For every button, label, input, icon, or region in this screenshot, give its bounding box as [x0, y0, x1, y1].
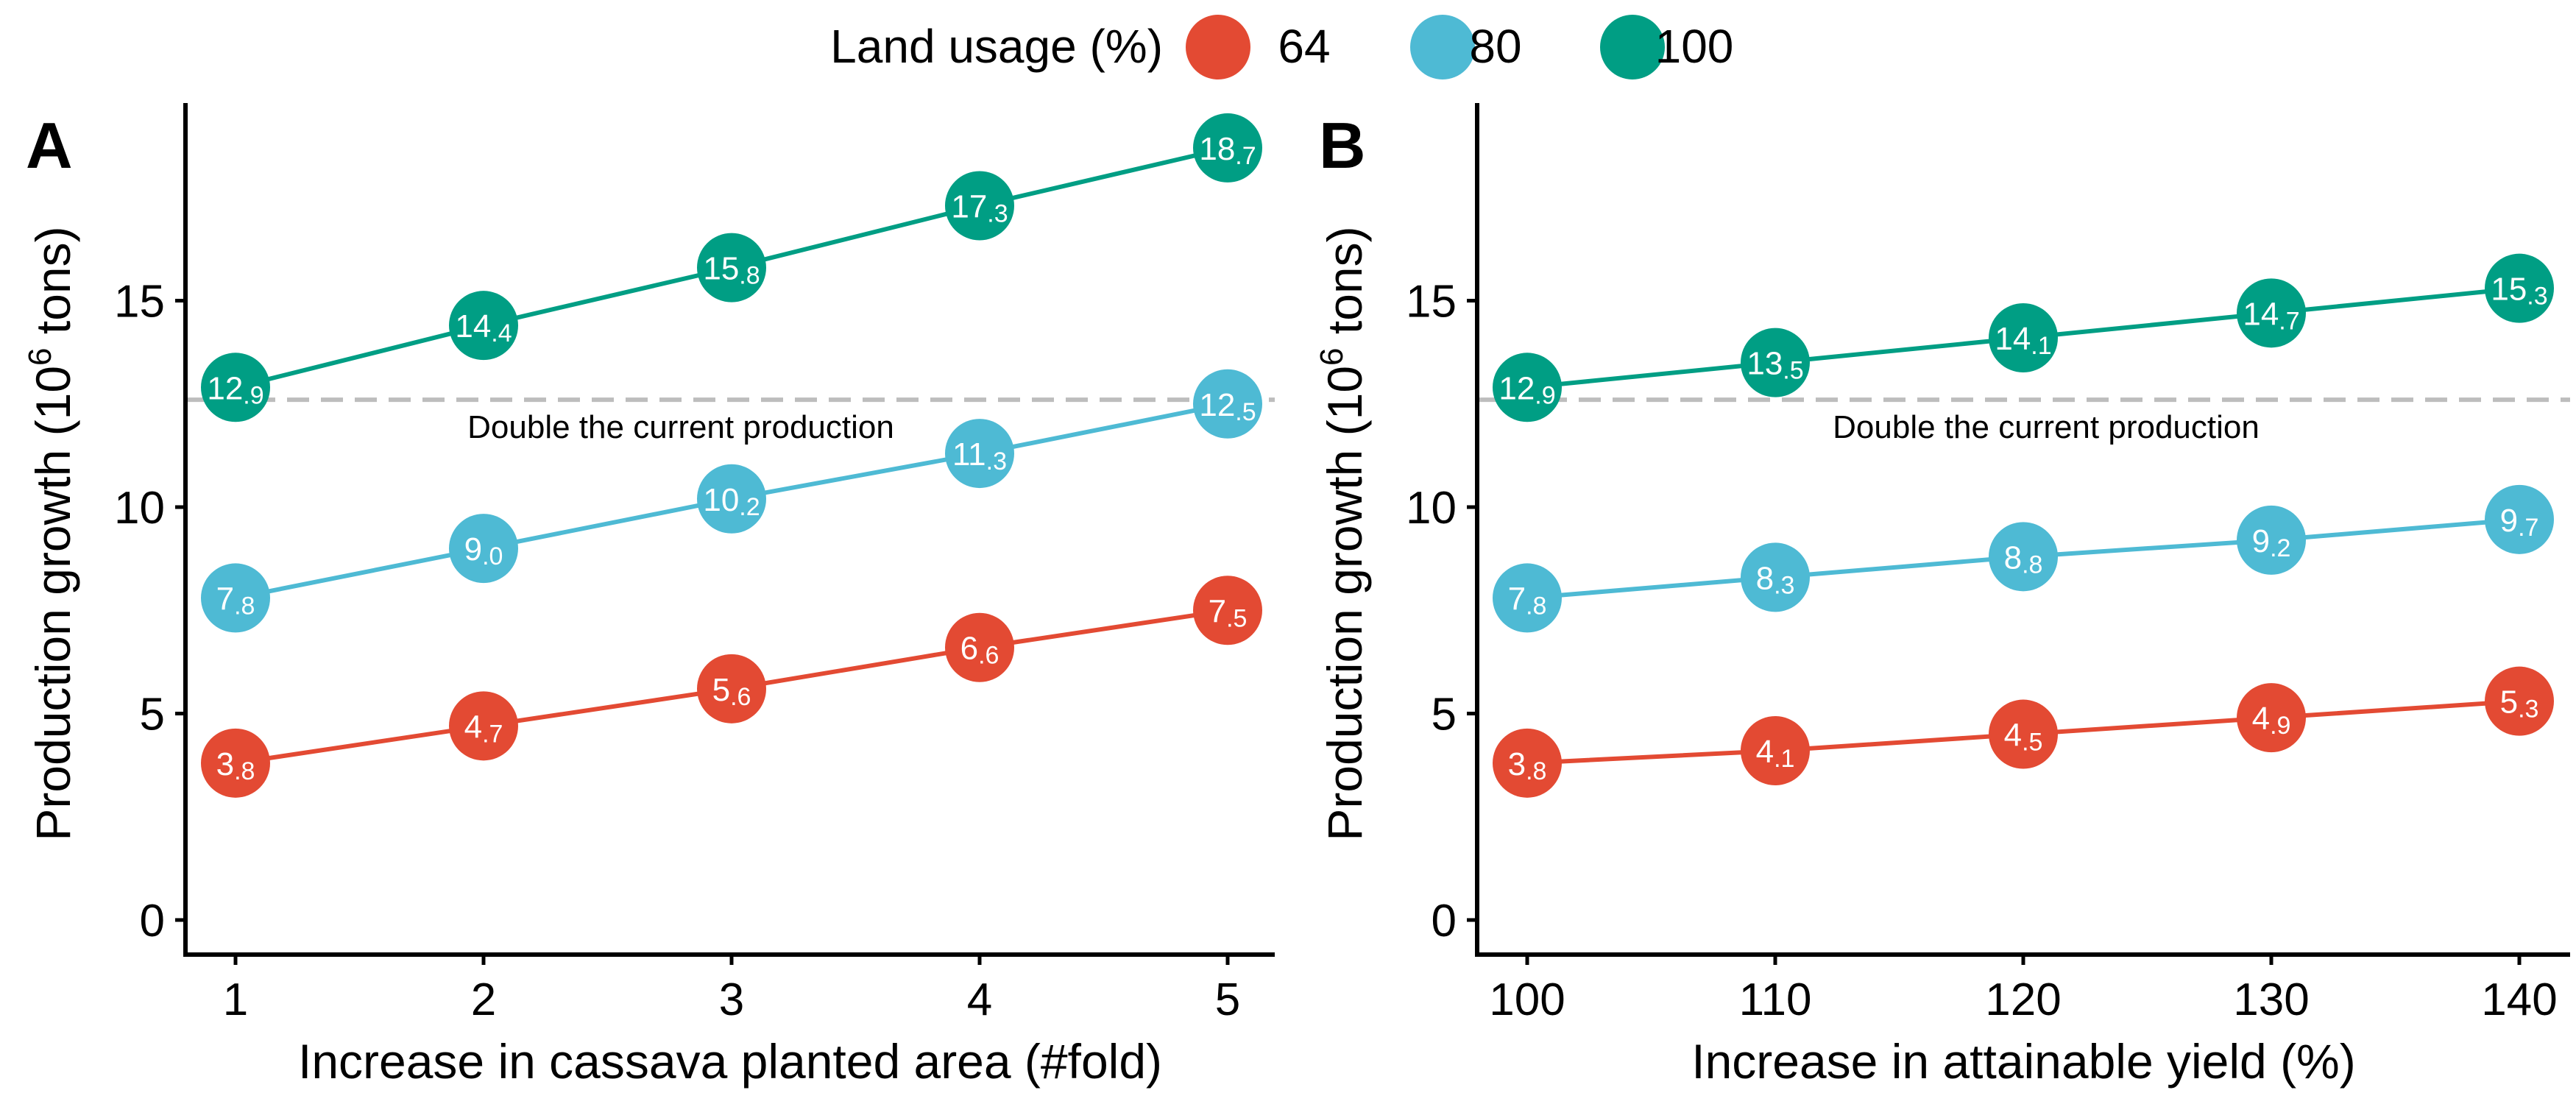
reference-line-label-a: Double the current production	[467, 409, 894, 445]
data-label-80-b: 8.8	[2004, 539, 2043, 578]
data-label-80-b: 7.8	[1508, 581, 1547, 620]
data-point-100-b	[2485, 253, 2554, 323]
data-point-80-a	[449, 514, 518, 584]
x-tick-label-a: 3	[719, 974, 744, 1025]
data-label-80-a: 10.2	[703, 482, 760, 521]
data-point-64-b	[1493, 728, 1562, 798]
panel-tag-a: A	[26, 109, 73, 182]
x-tick-label-b: 140	[2481, 974, 2557, 1025]
data-point-64-b	[1741, 715, 1810, 785]
data-point-80-a	[201, 563, 270, 633]
data-point-80-b	[1741, 542, 1810, 612]
legend-label-80: 80	[1469, 20, 1521, 73]
data-point-64-a	[945, 612, 1014, 682]
x-axis-title-a: Increase in cassava planted area (#fold)	[298, 1034, 1162, 1089]
legend-swatch-100	[1600, 15, 1665, 79]
data-point-64-b	[2237, 683, 2306, 753]
data-point-100-a	[1193, 113, 1262, 183]
data-point-64-a	[1193, 576, 1262, 645]
data-label-64-b: 4.5	[2004, 718, 2043, 757]
data-label-64-a: 7.5	[1209, 593, 1248, 632]
data-point-80-a	[697, 464, 766, 534]
data-label-100-a: 15.8	[703, 251, 760, 290]
x-tick-label-a: 1	[223, 974, 248, 1025]
data-label-80-b: 8.3	[1756, 560, 1795, 599]
data-label-80-a: 7.8	[216, 581, 255, 620]
data-point-100-b	[1989, 302, 2058, 372]
data-point-100-a	[697, 233, 766, 302]
data-label-80-b: 9.7	[2500, 503, 2539, 542]
y-axis-title-a: Production growth (106 tons)	[22, 226, 80, 841]
data-point-100-b	[1493, 353, 1562, 422]
data-point-100-a	[201, 353, 270, 422]
x-tick-label-b: 130	[2233, 974, 2309, 1025]
data-label-100-a: 12.9	[207, 370, 263, 409]
data-point-64-a	[697, 654, 766, 723]
panel-b: Double the current production 0 5 10 15 100 11…	[1314, 103, 2570, 1089]
data-point-100-b	[1741, 328, 1810, 397]
panel-a: Double the current production 0 5 10 15 1 2 3 4 5…	[22, 103, 1275, 1089]
legend: Land usage (%) 64 80 100	[830, 15, 1733, 79]
panel-tag-b: B	[1319, 109, 1366, 182]
y-tick-label-a: 0	[140, 896, 165, 946]
legend-label-64: 64	[1278, 20, 1330, 73]
x-tick-label-a: 5	[1215, 974, 1240, 1025]
x-tick-label-b: 120	[1985, 974, 2061, 1025]
x-tick-label-b: 110	[1739, 974, 1812, 1025]
y-tick-label-a: 15	[114, 277, 165, 328]
x-tick-label-b: 100	[1489, 974, 1565, 1025]
data-point-80-b	[1989, 522, 2058, 592]
data-point-80-b	[2237, 505, 2306, 575]
data-label-80-a: 9.0	[464, 531, 503, 570]
y-tick-label-b: 0	[1432, 896, 1457, 946]
data-label-100-b: 12.9	[1498, 370, 1555, 409]
data-point-64-a	[201, 728, 270, 798]
data-label-80-a: 12.5	[1199, 387, 1256, 426]
data-point-80-a	[1193, 369, 1262, 439]
data-point-80-a	[945, 419, 1014, 489]
data-label-100-a: 17.3	[951, 188, 1008, 227]
y-tick-label-a: 10	[114, 483, 165, 534]
x-axis-title-b: Increase in attainable yield (%)	[1691, 1034, 2355, 1089]
data-label-80-b: 9.2	[2252, 523, 2291, 562]
data-label-64-b: 5.3	[2500, 684, 2539, 723]
legend-label-100: 100	[1655, 20, 1734, 73]
data-label-64-a: 3.8	[216, 746, 255, 785]
data-label-100-b: 15.3	[2491, 272, 2547, 311]
data-label-64-a: 6.6	[960, 631, 999, 670]
data-label-64-b: 4.9	[2252, 701, 2291, 740]
data-point-80-b	[2485, 484, 2554, 554]
data-label-100-b: 13.5	[1747, 346, 1803, 385]
x-tick-label-a: 4	[967, 974, 992, 1025]
data-point-100-a	[449, 291, 518, 361]
legend-swatch-64	[1186, 15, 1250, 79]
data-label-100-a: 14.4	[455, 308, 512, 347]
data-label-64-a: 5.6	[712, 672, 751, 711]
data-point-64-a	[449, 691, 518, 761]
legend-title: Land usage (%)	[830, 20, 1163, 73]
data-label-100-a: 18.7	[1199, 131, 1256, 170]
data-point-100-a	[945, 171, 1014, 241]
data-label-80-a: 11.3	[952, 436, 1007, 475]
data-label-100-b: 14.7	[2243, 296, 2299, 335]
y-tick-label-b: 15	[1406, 277, 1457, 328]
y-tick-label-a: 5	[140, 690, 165, 740]
reference-line-label-b: Double the current production	[1833, 409, 2260, 445]
data-label-64-b: 4.1	[1756, 734, 1795, 773]
y-tick-label-b: 5	[1432, 690, 1457, 740]
data-point-100-b	[2237, 278, 2306, 348]
data-point-80-b	[1493, 563, 1562, 633]
x-tick-label-a: 2	[471, 974, 496, 1025]
data-point-64-b	[2485, 666, 2554, 736]
data-label-64-b: 3.8	[1508, 746, 1547, 785]
y-axis-title-b: Production growth (106 tons)	[1314, 226, 1372, 841]
data-point-64-b	[1989, 699, 2058, 769]
y-tick-label-b: 10	[1406, 483, 1457, 534]
data-label-100-b: 14.1	[1995, 321, 2051, 360]
legend-swatch-80	[1410, 15, 1475, 79]
data-label-64-a: 4.7	[464, 709, 503, 748]
